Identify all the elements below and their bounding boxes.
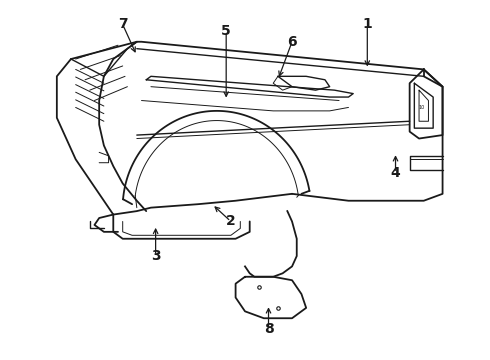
Text: 8: 8 xyxy=(264,321,273,336)
Text: 10: 10 xyxy=(418,105,424,110)
Text: 2: 2 xyxy=(226,215,236,229)
Text: 7: 7 xyxy=(118,18,127,31)
Text: 1: 1 xyxy=(363,18,372,31)
Text: 5: 5 xyxy=(221,24,231,39)
Text: 6: 6 xyxy=(287,35,297,49)
Text: 3: 3 xyxy=(151,249,160,263)
Text: 4: 4 xyxy=(391,166,400,180)
